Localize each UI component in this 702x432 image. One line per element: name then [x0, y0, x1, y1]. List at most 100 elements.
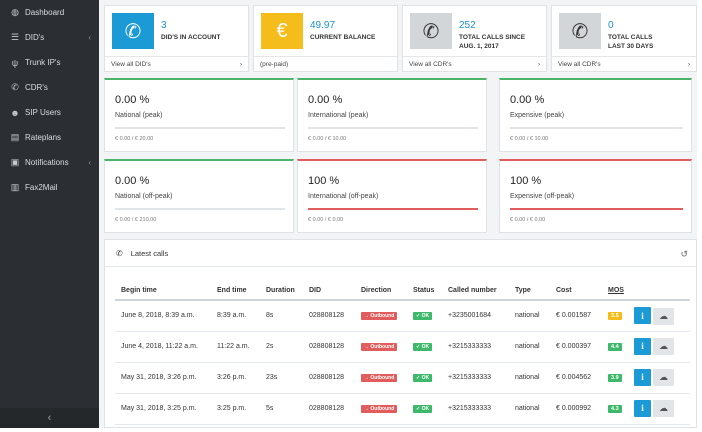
sidebar-item-dashboard[interactable]: ◍ Dashboard — [0, 0, 99, 25]
sidebar-menu: ◍ Dashboard ☰ DID's ‹ ψ Trunk IP's ✆ CDR's ☻ SIP U… — [0, 0, 99, 200]
did-cell: 028808128 — [303, 300, 355, 332]
stat-value: 252 — [459, 20, 476, 31]
chevron-right-icon: › — [687, 60, 690, 68]
begin-time-cell: May 31, 2018, 3:25 p.m. — [115, 393, 211, 425]
latest-calls-header: ✆ Latest calls ↺ — [105, 240, 696, 267]
end-time-cell: 3:25 p.m. — [211, 393, 260, 425]
begin-time: May 31, 2018, 3:25 p.m. — [121, 405, 197, 412]
info-button[interactable]: i — [634, 399, 651, 417]
limit-name: International (off-peak) — [308, 193, 379, 200]
stat-footer-link[interactable]: View all CDR's › — [552, 56, 696, 71]
duration-cell: 23s — [260, 362, 303, 394]
download-button[interactable]: ☁ — [653, 307, 674, 325]
info-button[interactable]: i — [634, 307, 651, 324]
limit-progress-bar — [115, 208, 285, 210]
stat-label-line2: AUG. 1, 2017 — [459, 43, 499, 50]
download-button[interactable]: ☁ — [653, 338, 674, 356]
sidebar-item-fax2mail[interactable]: ▥ Fax2Mail — [0, 175, 99, 200]
mos-badge-cell: 4.4 — [602, 331, 628, 363]
actions-cell: i ☁ — [628, 300, 690, 332]
stat-card: ✆ 3 DID'S IN ACCOUNT View all DID's › — [104, 5, 249, 72]
cost: € 0.001587 — [556, 312, 592, 320]
stat-label: TOTAL CALLS LAST 30 DAYS — [608, 33, 653, 51]
mos-badge-cell: 3.9 — [602, 362, 628, 394]
duration: 8s — [266, 312, 274, 320]
sidebar-item-rateplans[interactable]: ▤ Rateplans — [0, 125, 99, 150]
limit-card: 100 % International (off-peak) € 0.00 / € … — [297, 159, 487, 233]
phone-icon: ✆ — [112, 13, 154, 49]
mos-badge-cell: 4.3 — [602, 393, 628, 425]
chevron-right-icon: › — [537, 60, 540, 68]
sidebar-collapse-button[interactable]: ‹ — [0, 408, 99, 428]
limit-card: 0.00 % Expensive (peak) € 0.00 / € 10.00 — [499, 78, 692, 152]
stat-card: €49.97 CURRENT BALANCE (pre-paid) — [253, 5, 398, 72]
download-button[interactable]: ☁ — [653, 369, 674, 387]
column-header-actions — [628, 282, 690, 301]
call-type: national — [515, 343, 540, 350]
trunk-icon: ψ — [11, 57, 19, 68]
limit-progress-fill — [308, 208, 478, 210]
end-time: 3:26 p.m. — [217, 374, 247, 381]
limit-name: Expensive (off-peak) — [510, 193, 575, 200]
column-header-direction: Direction — [355, 282, 407, 301]
status-badge-cell: ✓ OK — [407, 300, 442, 332]
begin-time: May 31, 2018, 3:26 p.m. — [121, 374, 197, 381]
stat-label-line1: TOTAL CALLS SINCE — [459, 34, 526, 41]
status-badge: ✓ OK — [413, 342, 433, 351]
stat-label-line2: LAST 30 DAYS — [608, 43, 654, 50]
column-header-begin-time: Begin time — [115, 282, 211, 301]
limit-amount: € 0.00 / € 0.00 — [510, 217, 546, 223]
info-button[interactable]: i — [634, 337, 651, 355]
euro-icon: € — [261, 13, 303, 49]
limit-card: 100 % Expensive (off-peak) € 0.00 / € 0.00 — [499, 159, 692, 233]
mos-badge: 4.4 — [608, 342, 622, 351]
call-type-cell: national — [509, 331, 550, 363]
cost: € 0.000992 — [556, 405, 592, 412]
info-button[interactable]: i — [634, 368, 651, 386]
limit-percentage: 0.00 % — [115, 94, 150, 106]
history-icon[interactable]: ↺ — [680, 249, 688, 259]
calls-table: Begin time End time Duration DID Direction St… — [115, 282, 690, 425]
sidebar-item-notifications[interactable]: ▣ Notifications ‹ — [0, 150, 99, 175]
stat-footer-link: (pre-paid) — [254, 56, 397, 71]
chevron-left-icon: ‹ — [47, 412, 52, 424]
sidebar-item-trunk-ip-s[interactable]: ψ Trunk IP's — [0, 50, 99, 75]
limit-progress-fill — [510, 208, 683, 210]
begin-time-cell: May 31, 2018, 3:26 p.m. — [115, 362, 211, 394]
actions-cell: i ☁ — [628, 393, 690, 425]
sidebar-item-did-s[interactable]: ☰ DID's ‹ — [0, 25, 99, 50]
download-button[interactable]: ☁ — [653, 400, 674, 418]
called-number: +3215333333 — [448, 343, 492, 350]
sidebar-item-label: Dashboard — [25, 8, 65, 17]
cost-cell: € 0.004562 — [550, 362, 602, 394]
latest-calls-panel: ✆ Latest calls ↺ Begin time End time Durat… — [104, 239, 697, 428]
stat-footer-link[interactable]: View all CDR's › — [403, 56, 546, 71]
cost: € 0.004562 — [556, 374, 592, 381]
duration-cell: 8s — [260, 300, 303, 332]
column-header-mos: MOS — [602, 282, 628, 301]
chevron-right-icon: › — [239, 60, 242, 68]
cost: € 0.000397 — [556, 343, 592, 350]
sidebar-item-cdr-s[interactable]: ✆ CDR's — [0, 75, 99, 100]
status-badge-cell: ✓ OK — [407, 331, 442, 363]
duration: 2s — [266, 343, 274, 350]
called-number-cell: +3235001684 — [442, 300, 509, 332]
column-header-duration: Duration — [260, 282, 303, 301]
sidebar-item-label: Notifications — [25, 158, 69, 167]
limit-name: Expensive (peak) — [510, 112, 565, 119]
limit-percentage: 0.00 % — [510, 94, 545, 106]
users-icon: ☻ — [10, 107, 20, 118]
called-number-cell: +3215333333 — [442, 331, 509, 363]
limit-name: National (off-peak) — [115, 193, 173, 200]
phone-ringing-icon: ✆ — [410, 13, 452, 49]
sidebar-item-sip-users[interactable]: ☻ SIP Users — [0, 100, 99, 125]
direction-badge: → Outbound — [361, 342, 398, 351]
column-header-status: Status — [407, 282, 442, 301]
limit-card: 0.00 % International (peak) € 0.00 / € 10.… — [297, 78, 487, 152]
direction-badge: → Outbound — [361, 311, 398, 320]
did: 028808128 — [309, 343, 345, 350]
stat-footer-label: View all DID's — [111, 60, 151, 68]
limit-card: 0.00 % National (peak) € 0.00 / € 20.00 — [104, 78, 294, 152]
stat-footer-link[interactable]: View all DID's › — [105, 56, 248, 71]
phone-icon: ✆ — [116, 248, 123, 258]
